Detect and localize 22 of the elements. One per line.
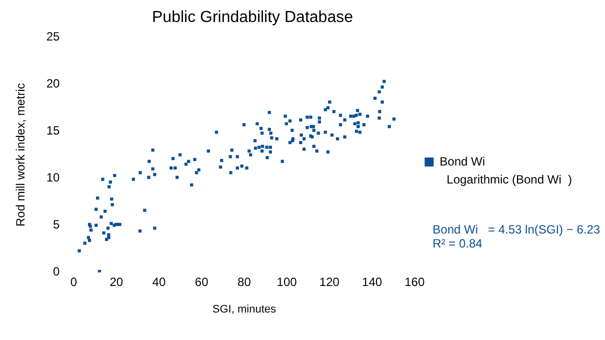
y-tick-label: 20 (46, 76, 60, 91)
x-tick-label: 140 (362, 274, 382, 289)
x-tick-label: 80 (238, 274, 252, 289)
x-tick-label: 0 (70, 274, 78, 289)
x-tick-label: 100 (276, 274, 298, 289)
text: Logarithmic (Bond Wi ) (446, 172, 572, 186)
x-tick-label: 120 (319, 274, 340, 289)
y-axis-title: Rod mill work index, metric (14, 83, 28, 226)
y-tick-label: 15 (46, 124, 60, 138)
x-tick-label: 40 (152, 274, 166, 289)
y-tick-label: 25 (46, 30, 60, 44)
x-axis-title: SGI, minutes (212, 303, 276, 316)
chart-title: Public Grindability Database (152, 9, 354, 26)
legend-label: Bond Wi (440, 154, 486, 168)
y-tick-label: 0 (53, 264, 60, 279)
text: R² = 0.84 (432, 236, 483, 250)
y-tick-label: 10 (46, 170, 60, 185)
x-tick-label: 160 (404, 274, 425, 289)
text: Bond Wi = 4.53 ln(SGI) − 6.23 (432, 222, 600, 236)
x-tick-label: 20 (110, 274, 124, 289)
x-tick-label: 60 (194, 274, 209, 289)
y-tick-label: 5 (53, 218, 60, 232)
